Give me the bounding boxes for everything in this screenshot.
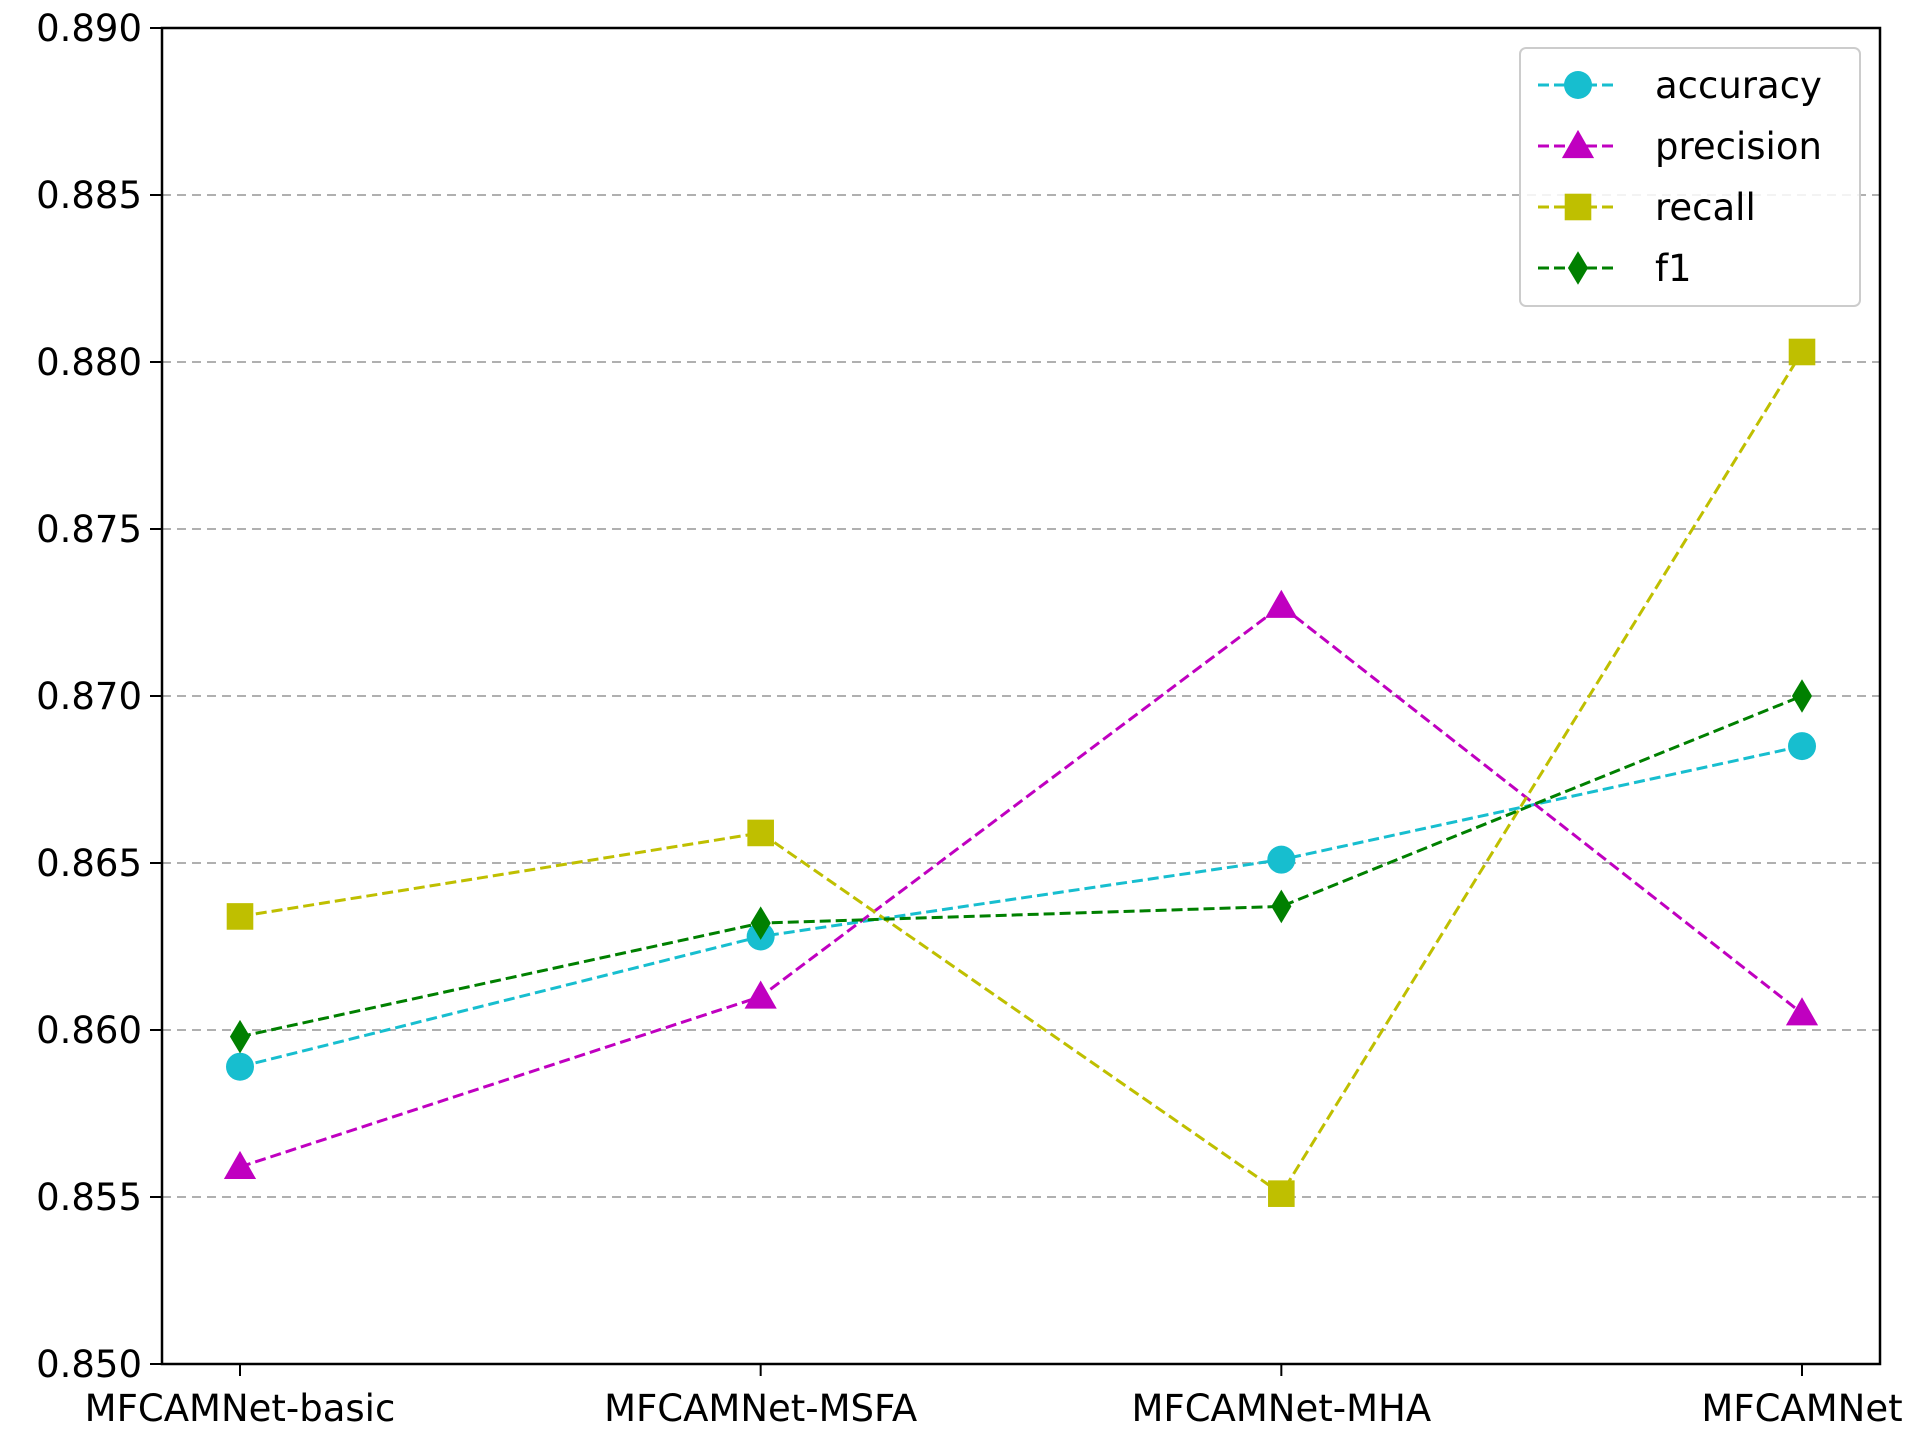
data-point-recall [1268,1180,1295,1207]
x-tick-label: MFCAMNet [1701,1387,1902,1430]
legend-marker [1561,129,1595,159]
data-point-f1 [229,1019,251,1054]
data-point-f1 [1791,679,1813,713]
legend-item-accuracy: accuracy [1538,64,1822,107]
y-tick-label: 0.870 [36,675,142,718]
series-line-precision [239,603,1803,1169]
legend-label: recall [1655,186,1756,229]
data-point-precision [744,980,777,1009]
x-tick-label: MFCAMNet-MHA [1132,1387,1432,1430]
legend-label: precision [1655,125,1822,168]
y-tick-label: 0.880 [36,341,142,384]
x-tick-label: MFCAMNet-basic [85,1387,396,1430]
data-point-recall [747,819,774,847]
data-point-accuracy [1267,845,1296,874]
data-point-precision [1265,589,1298,618]
legend-box [1519,47,1861,307]
series-line-recall [239,351,1804,1196]
series-line-f1 [239,694,1803,1039]
y-tick-label: 0.855 [36,1176,142,1219]
data-point-f1 [1271,889,1292,924]
y-tick-label: 0.850 [36,1343,142,1386]
y-tick-label: 0.865 [36,842,142,885]
data-point-f1 [750,906,771,940]
x-tick-label: MFCAMNet-MSFA [604,1387,917,1430]
series-recall [226,338,1816,1207]
legend-marker [1564,193,1592,221]
y-tick-label: 0.890 [36,7,142,50]
data-point-recall [1788,338,1816,366]
data-point-precision [223,1150,257,1180]
series-layer [223,338,1819,1207]
legend-label: accuracy [1655,64,1822,107]
series-precision [223,589,1819,1180]
y-tick-label: 0.875 [36,508,142,551]
data-point-accuracy [1788,732,1816,761]
series-accuracy [226,732,1816,1081]
legend-label: f1 [1655,247,1692,290]
legend-item-precision: precision [1538,125,1822,168]
y-tick-label: 0.885 [36,174,142,217]
data-point-recall [226,903,254,930]
legend-marker [1567,251,1589,285]
legend-item-f1: f1 [1538,247,1692,290]
y-tick-label: 0.860 [36,1009,142,1052]
grid-lines [162,194,1880,1198]
legend: accuracy precision recall f1 [1519,47,1861,307]
data-point-accuracy [226,1052,254,1081]
series-line-accuracy [239,744,1803,1069]
y-axis: 0.850 0.855 0.860 0.865 0.870 0.875 0.880 0.885… [36,7,162,1386]
legend-marker [1564,71,1592,99]
series-f1 [229,679,1813,1054]
legend-item-recall: recall [1538,186,1756,229]
x-axis: MFCAMNet-basic MFCAMNet-MSFA MFCAMNet-MHA M… [85,1364,1903,1430]
data-point-precision [1785,997,1819,1026]
